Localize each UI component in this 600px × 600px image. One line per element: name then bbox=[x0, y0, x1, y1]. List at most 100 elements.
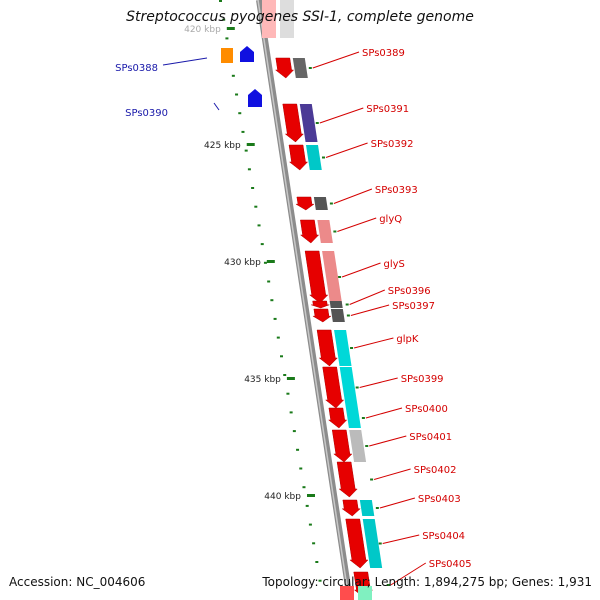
forward-gene-arrow[interactable] bbox=[274, 57, 295, 79]
gene-label[interactable]: SPs0397 bbox=[392, 301, 435, 312]
gene-label[interactable]: SPs0401 bbox=[409, 432, 452, 443]
gene-label-leader bbox=[369, 435, 407, 447]
scale-label: 420 kbp bbox=[184, 25, 221, 35]
minor-tick bbox=[260, 243, 264, 246]
cog-category-box bbox=[359, 500, 375, 516]
gene-label[interactable]: SPs0391 bbox=[366, 104, 409, 115]
forward-gene-arrow[interactable] bbox=[322, 366, 345, 409]
minor-tick bbox=[225, 37, 229, 40]
gene-label-leader bbox=[349, 289, 385, 305]
major-tick bbox=[286, 377, 295, 380]
partial-gene bbox=[340, 586, 354, 600]
gene-label[interactable]: SPs0400 bbox=[405, 404, 448, 415]
minor-tick bbox=[276, 336, 280, 339]
minor-tick bbox=[286, 392, 290, 395]
minor-tick bbox=[308, 67, 312, 69]
cog-category-box bbox=[349, 430, 367, 462]
minor-tick bbox=[333, 230, 337, 233]
gene-label[interactable]: SPs0404 bbox=[422, 531, 465, 542]
gene-label[interactable]: SPs0392 bbox=[371, 139, 414, 150]
gene-label[interactable]: SPs0396 bbox=[388, 286, 431, 297]
cog-category-box bbox=[345, 408, 361, 428]
gene-label-leader bbox=[319, 107, 364, 124]
gene-label[interactable]: SPs0403 bbox=[418, 494, 461, 505]
cog-category-box bbox=[322, 251, 342, 303]
gene-label-leader bbox=[390, 562, 427, 586]
gene-label[interactable]: SPs0402 bbox=[414, 465, 457, 476]
minor-tick bbox=[238, 112, 242, 115]
minor-tick bbox=[292, 430, 296, 433]
cog-category-box bbox=[299, 104, 318, 142]
accession-text: Accession: NC_004606 bbox=[9, 575, 146, 589]
minor-tick bbox=[315, 561, 319, 563]
gene-label[interactable]: glpK bbox=[396, 334, 418, 345]
minor-tick bbox=[222, 18, 226, 21]
gene-label-leader bbox=[359, 377, 398, 388]
minor-tick bbox=[251, 187, 255, 189]
minor-tick bbox=[386, 584, 390, 586]
minor-tick bbox=[378, 542, 382, 545]
cog-category-box bbox=[292, 58, 308, 78]
cog-category-box bbox=[329, 301, 343, 308]
minor-tick bbox=[318, 579, 322, 582]
scale-label: 435 kbp bbox=[244, 375, 281, 385]
gene-label-leader bbox=[353, 337, 394, 349]
forward-gene-arrow[interactable] bbox=[299, 219, 320, 244]
minor-tick bbox=[370, 478, 374, 481]
forward-gene-arrow[interactable] bbox=[311, 300, 330, 309]
gene-label[interactable]: SPs0405 bbox=[429, 559, 472, 570]
gene-label[interactable]: SPs0389 bbox=[362, 48, 405, 59]
forward-gene-arrow[interactable] bbox=[336, 461, 358, 498]
gene-label[interactable]: SPs0399 bbox=[401, 374, 444, 385]
minor-tick bbox=[321, 156, 325, 159]
minor-tick bbox=[296, 448, 300, 451]
reverse-gene-arrow[interactable] bbox=[248, 89, 262, 107]
minor-tick bbox=[345, 303, 349, 306]
gene-label-leader bbox=[312, 51, 360, 69]
major-tick bbox=[306, 494, 315, 497]
gene-label[interactable]: SPs0390 bbox=[125, 108, 168, 119]
gene-label[interactable]: glyQ bbox=[379, 214, 402, 225]
minor-tick bbox=[315, 122, 319, 124]
forward-gene-arrow[interactable] bbox=[331, 429, 353, 463]
tick-layer: 420 kbp 425 kbp 430 kbp 435 kbp 440 kbp bbox=[184, 0, 390, 586]
minor-tick bbox=[350, 347, 354, 349]
minor-tick bbox=[244, 149, 248, 152]
forward-gene-arrow[interactable] bbox=[295, 196, 315, 211]
gene-label-leader bbox=[379, 497, 416, 509]
gene-label-leader bbox=[337, 217, 377, 232]
forward-gene-arrow[interactable] bbox=[341, 499, 361, 517]
forward-gene-arrow[interactable] bbox=[312, 308, 332, 323]
major-tick bbox=[266, 260, 275, 263]
gene-label[interactable]: SPs0388 bbox=[115, 63, 158, 74]
forward-gene-arrow[interactable] bbox=[345, 518, 369, 569]
gene-label-leader bbox=[341, 262, 381, 278]
forward-gene-arrow[interactable] bbox=[316, 329, 338, 367]
minor-tick bbox=[280, 355, 284, 358]
minor-tick bbox=[267, 280, 271, 283]
reverse-gene-arrow[interactable] bbox=[240, 46, 254, 62]
forward-gene-arrow[interactable] bbox=[304, 250, 329, 304]
cog-category-box bbox=[317, 220, 333, 243]
genome-summary-text: Topology: circular; Length: 1,894,275 bp… bbox=[262, 575, 592, 589]
minor-tick bbox=[283, 374, 287, 376]
genome-axis bbox=[256, 0, 353, 600]
minor-tick bbox=[219, 0, 222, 2]
forward-gene-arrow[interactable] bbox=[288, 144, 309, 171]
gene-label-leader bbox=[365, 407, 403, 419]
minor-tick bbox=[338, 276, 342, 278]
genome-axis-highlight bbox=[257, 0, 350, 600]
minor-tick bbox=[247, 168, 251, 171]
forward-gene-arrow[interactable] bbox=[282, 103, 304, 143]
minor-tick bbox=[361, 417, 365, 419]
minor-tick bbox=[270, 299, 274, 302]
minor-tick bbox=[289, 411, 293, 414]
minor-tick bbox=[299, 467, 303, 470]
minor-tick bbox=[312, 542, 316, 545]
gene-label[interactable]: glyS bbox=[384, 259, 405, 270]
forward-gene-arrow[interactable] bbox=[327, 407, 348, 429]
gene-label-leader bbox=[350, 304, 390, 316]
gene-label[interactable]: SPs0393 bbox=[375, 185, 418, 196]
scale-label: 430 kbp bbox=[224, 258, 261, 268]
minor-tick bbox=[241, 130, 245, 133]
